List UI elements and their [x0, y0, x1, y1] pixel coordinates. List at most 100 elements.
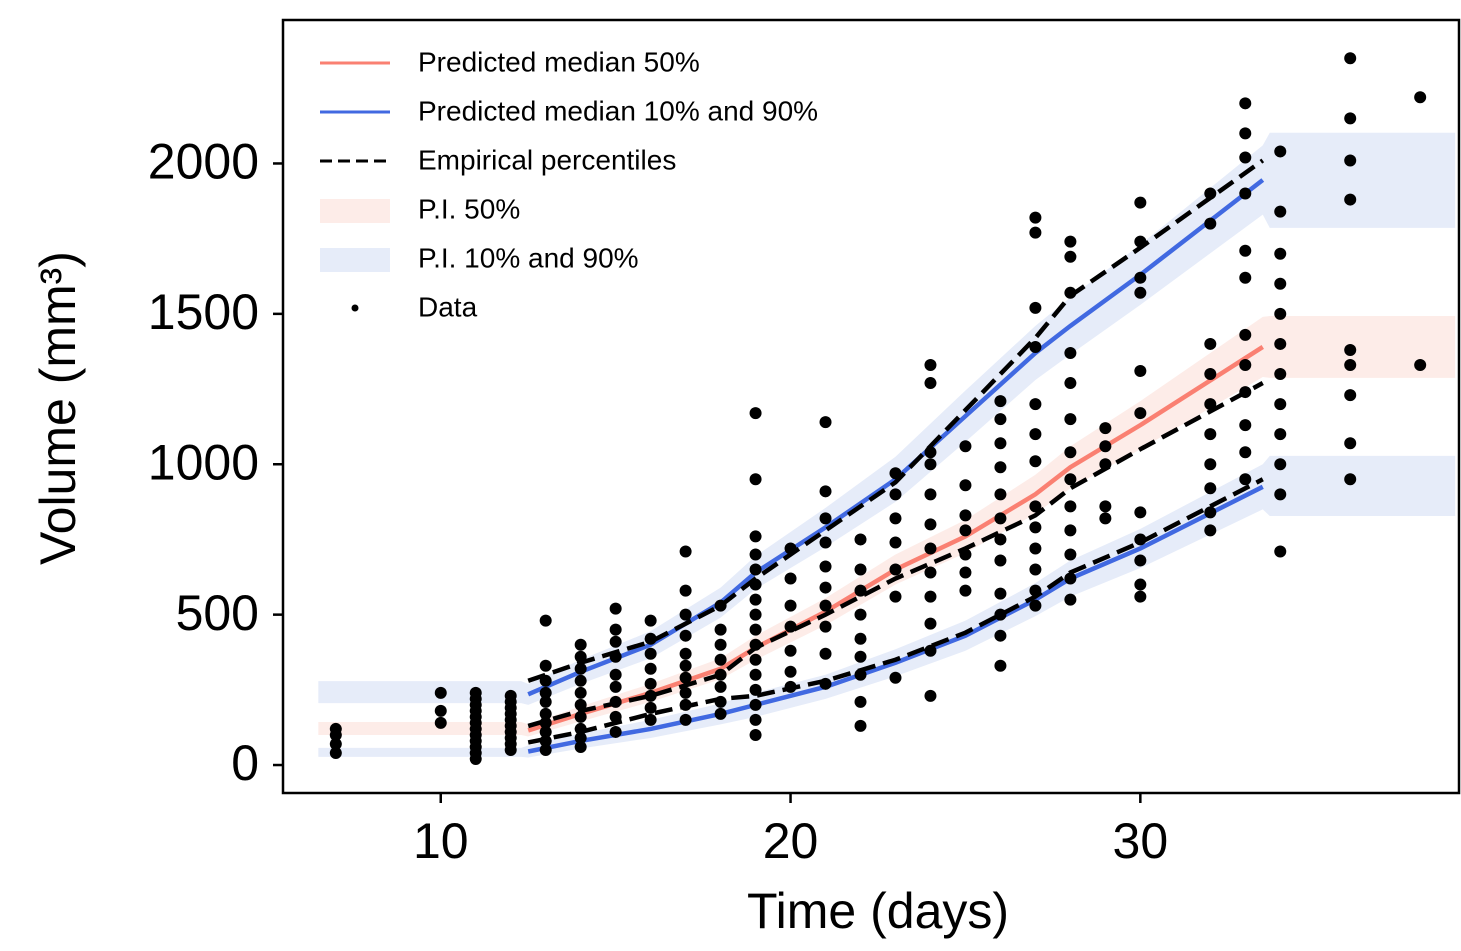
data-point [749, 713, 762, 726]
x-axis-label: Time (days) [747, 883, 1009, 939]
data-point [1064, 250, 1077, 263]
pi-band [318, 315, 1456, 737]
x-tick-label: 30 [1113, 813, 1169, 869]
data-point [1029, 428, 1042, 441]
data-point [1204, 337, 1217, 350]
data-point [924, 566, 937, 579]
data-point [1099, 440, 1112, 453]
data-point [1029, 226, 1042, 239]
y-tick-label: 1500 [148, 284, 259, 340]
data-point [1029, 500, 1042, 513]
axes-frame [281, 18, 1461, 795]
data-point [749, 728, 762, 741]
data-point [924, 542, 937, 555]
data-point [1029, 599, 1042, 612]
data-point [749, 593, 762, 606]
percentile-line [527, 178, 1265, 697]
empirical-line [527, 477, 1264, 745]
data-point [1204, 458, 1217, 471]
data-point [1064, 593, 1077, 606]
data-point [1239, 127, 1252, 140]
data-point [714, 623, 727, 636]
data-point [749, 623, 762, 636]
data-point [1344, 437, 1357, 450]
data-point [609, 602, 622, 615]
data-point [1274, 145, 1287, 158]
data-point [1134, 506, 1147, 519]
data-point [644, 647, 657, 660]
data-point [889, 671, 902, 684]
data-point [994, 629, 1007, 642]
y-axis-label: Volume (mm³) [30, 251, 86, 565]
data-point [784, 572, 797, 585]
data-point [994, 461, 1007, 474]
data-point [1274, 545, 1287, 558]
data-point [1239, 187, 1252, 200]
data-point [749, 683, 762, 696]
data-point [959, 584, 972, 597]
data-point [994, 395, 1007, 408]
data-point [539, 725, 552, 738]
data-point [854, 632, 867, 645]
data-point [539, 695, 552, 708]
data-point [679, 545, 692, 558]
y-tick-label: 1000 [148, 434, 259, 490]
data-point [679, 713, 692, 726]
data-point [679, 671, 692, 684]
data-point [924, 689, 937, 702]
data-point [1274, 307, 1287, 320]
data-point [924, 446, 937, 459]
data-point [1239, 271, 1252, 284]
data-point [1414, 91, 1427, 104]
data-point [1274, 337, 1287, 350]
data-point [749, 548, 762, 561]
data-point [749, 407, 762, 420]
data-point [1239, 446, 1252, 459]
data-point [1064, 500, 1077, 513]
data-point [644, 662, 657, 675]
data-point [679, 584, 692, 597]
data-point [539, 659, 552, 672]
data-point [959, 524, 972, 537]
data-point [1064, 235, 1077, 248]
data-point [1239, 151, 1252, 164]
x-tick-label: 10 [413, 813, 469, 869]
data-point [1099, 512, 1112, 525]
data-point [819, 560, 832, 573]
data-point [679, 647, 692, 660]
data-point [609, 680, 622, 693]
data-point [1274, 398, 1287, 411]
data-point [1344, 52, 1357, 65]
data-point [714, 638, 727, 651]
data-point [574, 698, 587, 711]
data-point [749, 668, 762, 681]
data-point [854, 668, 867, 681]
data-point [1029, 542, 1042, 555]
data-point [749, 608, 762, 621]
data-point [854, 533, 867, 546]
data-point [924, 644, 937, 657]
data-point [959, 440, 972, 453]
empirical-line [527, 158, 1265, 683]
data-point [1204, 217, 1217, 230]
data-point [574, 674, 587, 687]
legend-swatch [351, 304, 359, 312]
legend-swatch [320, 248, 390, 272]
data-point [644, 713, 657, 726]
data-point [1239, 358, 1252, 371]
data-point [924, 358, 937, 371]
y-tick-label: 500 [176, 585, 259, 641]
data-point [1029, 398, 1042, 411]
data-point [539, 707, 552, 720]
data-point [469, 686, 482, 699]
data-point [1134, 554, 1147, 567]
data-point [1204, 368, 1217, 381]
data-point [1239, 473, 1252, 486]
data-point [994, 488, 1007, 501]
y-tick-label: 2000 [148, 134, 259, 190]
data-point [434, 716, 447, 729]
data-point [1029, 301, 1042, 314]
data-point [1204, 398, 1217, 411]
